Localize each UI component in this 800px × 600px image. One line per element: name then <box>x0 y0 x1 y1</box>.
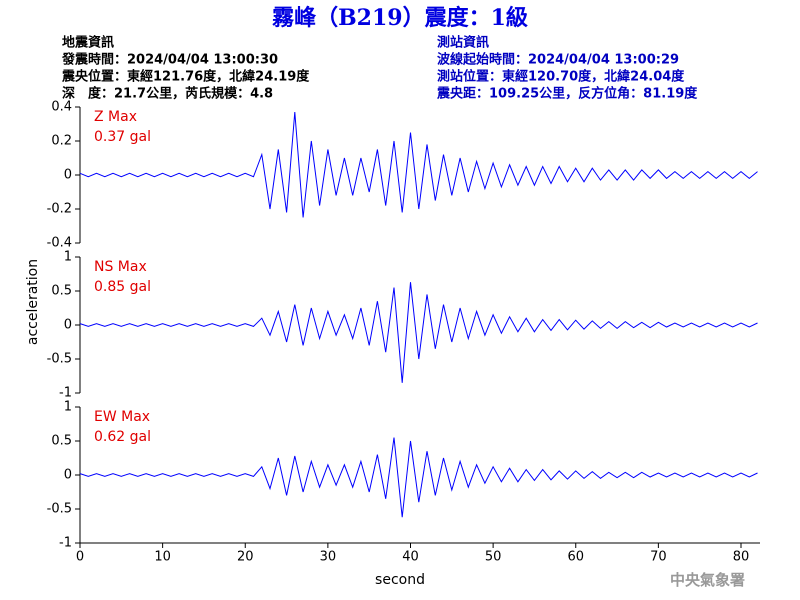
x-tick-label: 10 <box>154 550 171 565</box>
y-tick-label: -0.2 <box>47 202 72 217</box>
info-right: 測站位置：東經120.70度，北緯24.04度 <box>437 69 685 85</box>
x-axis-label: second <box>375 572 425 588</box>
x-tick-label: 0 <box>76 550 84 565</box>
y-tick-label: 0.4 <box>51 100 72 115</box>
annotation: 0.37 gal <box>94 129 151 145</box>
y-tick-label: 0.2 <box>51 134 72 149</box>
annotation: NS Max <box>94 259 147 275</box>
chart-title: 霧峰（B219）震度：1級 <box>271 5 528 31</box>
x-tick-label: 20 <box>237 550 254 565</box>
info-right: 測站資訊 <box>437 35 489 51</box>
x-tick-label: 80 <box>733 550 750 565</box>
waveform <box>79 112 758 218</box>
x-tick-label: 70 <box>650 550 667 565</box>
waveform <box>79 437 758 518</box>
y-tick-label: 0.5 <box>51 434 72 449</box>
annotation: 0.85 gal <box>94 279 151 295</box>
y-axis-label: acceleration <box>25 259 41 345</box>
x-tick-label: 40 <box>402 550 419 565</box>
info-left: 發震時間：2024/04/04 13:00:30 <box>61 52 278 68</box>
y-tick-label: 0 <box>64 318 72 333</box>
info-left: 震央位置：東經121.76度，北緯24.19度 <box>61 69 310 85</box>
y-tick-label: -0.5 <box>47 352 72 367</box>
annotation: EW Max <box>94 409 150 425</box>
x-tick-label: 50 <box>485 550 502 565</box>
y-tick-label: 0 <box>64 168 72 183</box>
x-tick-label: 30 <box>320 550 337 565</box>
annotation: 0.62 gal <box>94 429 151 445</box>
x-tick-label: 60 <box>567 550 584 565</box>
y-tick-label: -0.4 <box>47 236 72 251</box>
y-tick-label: 0.5 <box>51 284 72 299</box>
y-tick-label: -1 <box>59 536 72 551</box>
y-tick-label: 1 <box>64 400 72 415</box>
y-tick-label: 0 <box>64 468 72 483</box>
y-tick-label: 1 <box>64 250 72 265</box>
info-left: 深 度：21.7公里，芮氏規模：4.8 <box>62 86 273 102</box>
y-tick-label: -1 <box>59 386 72 401</box>
annotation: Z Max <box>94 109 137 125</box>
info-left: 地震資訊 <box>62 35 114 51</box>
info-right: 震央距：109.25公里，反方位角：81.19度 <box>436 86 698 102</box>
info-right: 波線起始時間：2024/04/04 13:00:29 <box>437 52 679 68</box>
footer: 中央氣象署 <box>670 571 745 589</box>
waveform <box>79 282 758 383</box>
y-tick-label: -0.5 <box>47 502 72 517</box>
